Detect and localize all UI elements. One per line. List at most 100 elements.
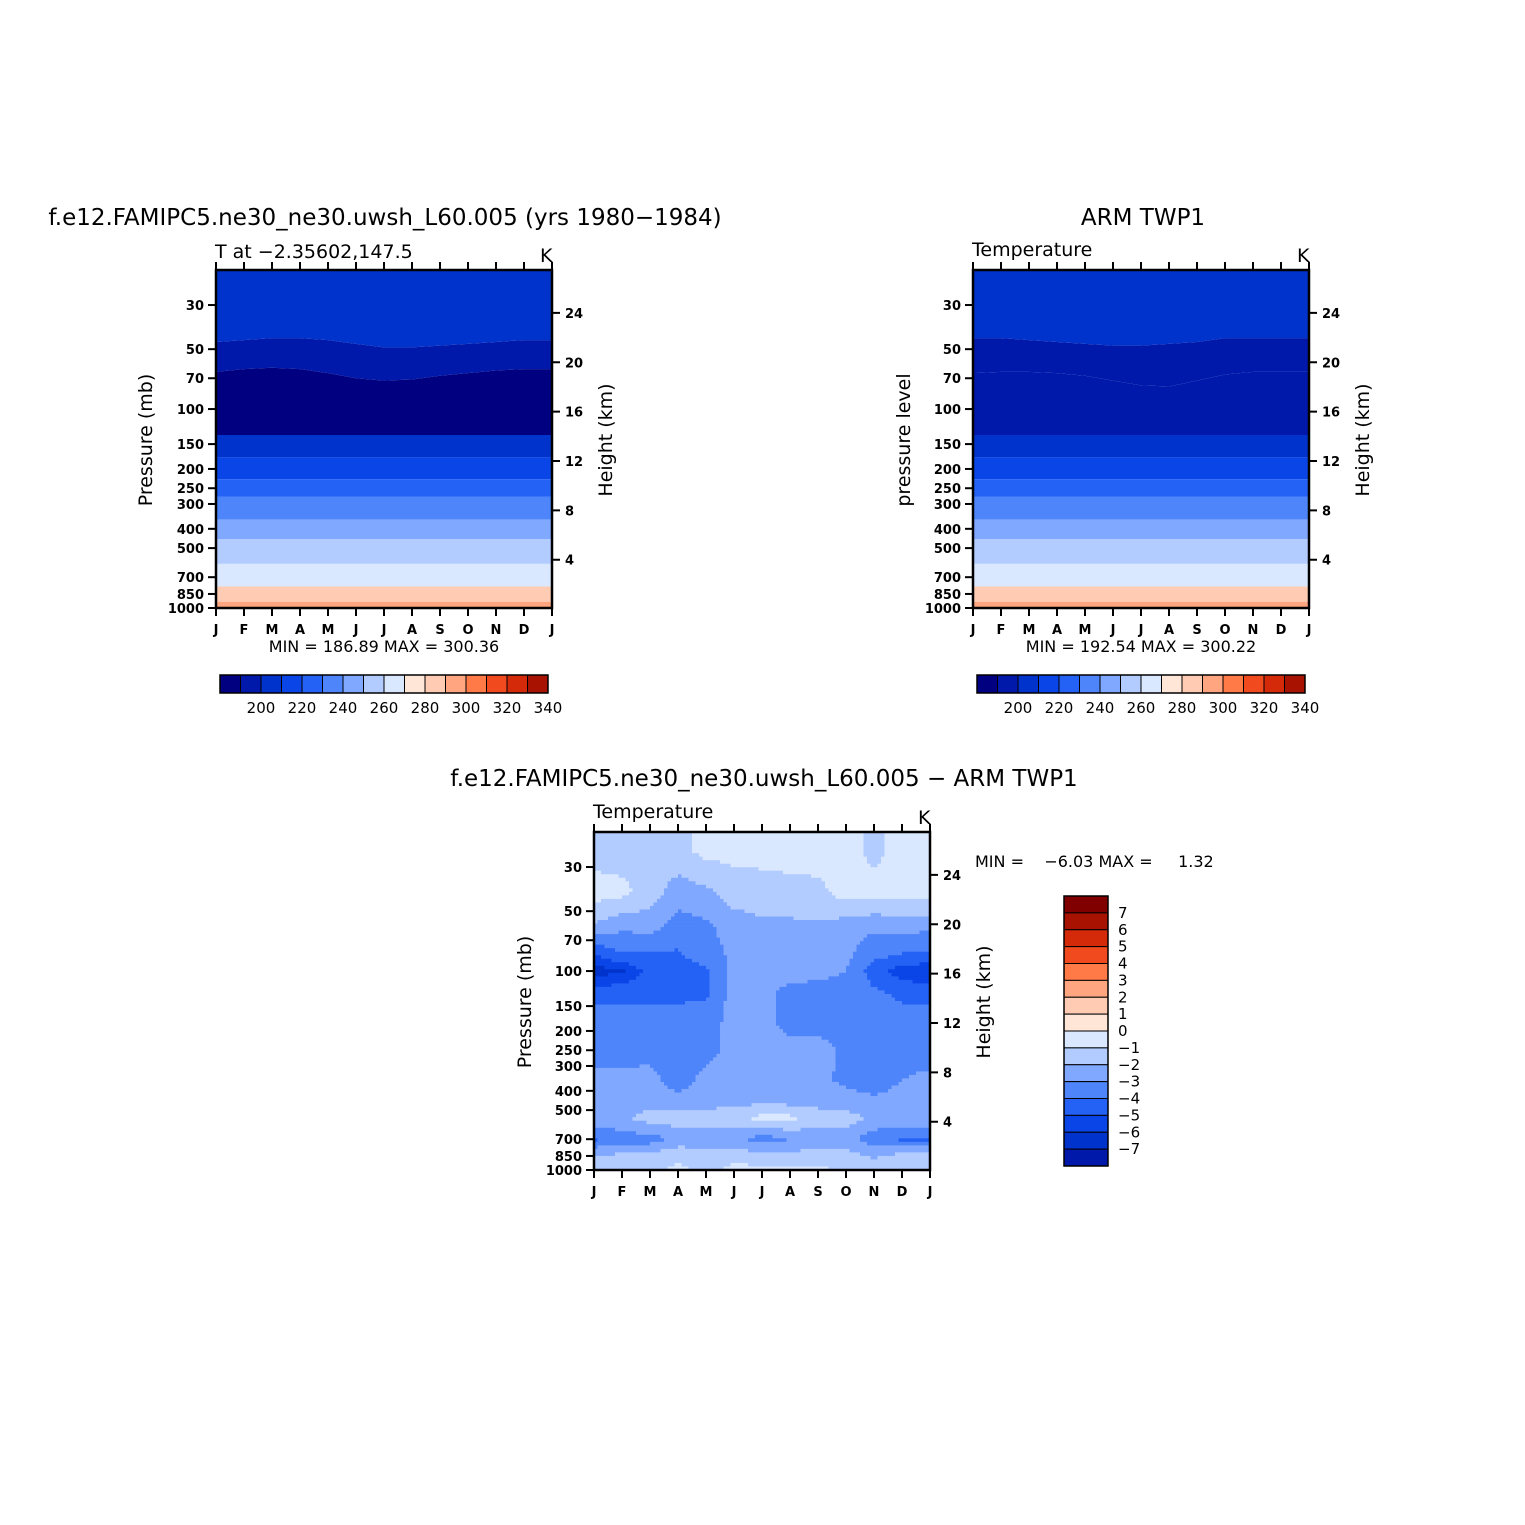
obs-xtick-label: J <box>1110 623 1116 638</box>
model-contour-band <box>216 434 552 458</box>
diff-contour-cell <box>657 1071 700 1076</box>
diff-ytick-label: 700 <box>555 1133 582 1148</box>
model-ytick-label: 850 <box>177 588 204 603</box>
diff-contour-cell <box>664 1138 749 1143</box>
diff-contour-cell <box>594 1159 930 1164</box>
diff-contour-cell <box>594 842 693 847</box>
obs-colorbar-frame <box>976 674 1306 694</box>
diff-contour-cell <box>664 923 714 928</box>
diff-contour-cell <box>863 1117 930 1122</box>
diff-contour-cell <box>828 1039 930 1044</box>
obs-colorbar-label: 340 <box>1291 699 1320 717</box>
diff-contour-cell <box>594 891 630 896</box>
diff-contour-cell <box>594 927 662 932</box>
diff-contour-cell <box>863 835 886 840</box>
diff-ytick-label: 250 <box>555 1044 582 1059</box>
diff-contour-cell <box>639 972 711 977</box>
diff-contour-cell <box>723 948 858 953</box>
obs-colorbar-swatch <box>1140 674 1162 694</box>
diff-contour-cell <box>594 1039 721 1044</box>
diff-contour-cell <box>898 976 930 981</box>
diff-contour-cell <box>615 1127 784 1132</box>
diff-contour-cell <box>594 965 606 970</box>
diff-contour-cell <box>594 867 760 872</box>
diff-contour-cell <box>594 1071 658 1076</box>
model-contour-band <box>216 601 552 608</box>
diff-xtick-label: J <box>927 1185 933 1200</box>
obs-colorbar-swatch <box>976 674 998 694</box>
diff-contour-cell <box>723 1015 777 1020</box>
diff-contour-cell <box>611 958 693 963</box>
model-xtick-label: A <box>295 623 305 638</box>
diff-contour-cell <box>709 969 728 974</box>
diff-xtick-label: A <box>785 1185 795 1200</box>
diff-contour-cell <box>797 1117 865 1122</box>
model-colorbar-swatch <box>527 674 549 694</box>
diff-contour-cell <box>678 1145 686 1150</box>
model-ylabel: Pressure (mb) <box>135 374 157 507</box>
diff-contour-cell <box>643 969 711 974</box>
diff-contour-cell <box>674 1089 683 1094</box>
diff-contour-cell <box>870 979 914 984</box>
model-contour-band <box>216 479 552 497</box>
diff-contour-cell <box>790 1113 861 1118</box>
obs-contour-band <box>973 434 1309 458</box>
diff-contour-cell <box>594 1148 662 1153</box>
diff-contour-cell <box>594 1057 714 1062</box>
diff-colorbar-label: 2 <box>1118 988 1128 1006</box>
obs-xtick-label: J <box>970 623 976 638</box>
diff-contour-cell <box>692 832 865 837</box>
obs-colorbar-label: 280 <box>1168 699 1197 717</box>
diff-contour-cell <box>849 962 872 967</box>
diff-contour-cell <box>748 1148 802 1153</box>
diff-contour-cell <box>632 1117 753 1122</box>
diff-contour-cell <box>664 891 718 896</box>
diff-contour-cell <box>758 867 930 872</box>
obs-ytick-label: 1000 <box>925 602 961 617</box>
diff-contour-cell <box>870 962 921 967</box>
model-xtick-label: J <box>549 623 555 638</box>
diff-contour-cell <box>594 874 620 879</box>
diff-contour-cell <box>594 1099 930 1104</box>
diff-contour-cell <box>877 1127 930 1132</box>
diff-contour-cell <box>674 1162 683 1168</box>
diff-contour-cell <box>744 909 930 914</box>
diff-contour-cell <box>615 948 676 953</box>
obs-contour-band <box>973 586 1309 602</box>
diff-contour-cell <box>863 937 930 942</box>
diff-contour-cell <box>723 898 930 904</box>
diff-contour-cell <box>860 941 930 946</box>
diff-contour-cell <box>863 969 889 974</box>
model-colorbar-swatch <box>404 674 426 694</box>
obs-ytick-label: 200 <box>934 463 961 478</box>
obs-xtick-label: S <box>1192 623 1201 638</box>
diff-contour-cell <box>594 993 711 999</box>
diff-contour-cell <box>727 965 847 970</box>
diff-contour-cell <box>594 937 721 942</box>
model-ytick-label: 300 <box>177 498 204 513</box>
diff-contour-cell <box>860 1134 930 1139</box>
diff-contour-cell <box>807 979 872 984</box>
diff-contour-cell <box>779 1025 930 1030</box>
obs-xtick-label: O <box>1219 623 1230 638</box>
diff-contour-cell <box>727 976 830 981</box>
diff-contour-cell <box>898 1081 930 1087</box>
diff-contour-cell <box>884 832 930 837</box>
model-colorbar-swatch <box>445 674 467 694</box>
model-xtick-label: J <box>213 623 219 638</box>
diff-contour-cell <box>681 874 812 879</box>
obs-xtick-label: M <box>1023 623 1036 638</box>
diff-contour-cell <box>835 1060 930 1065</box>
diff-contour-cell <box>639 1064 651 1069</box>
diff-contour-cell <box>730 905 930 911</box>
diff-contour-cell <box>863 846 886 851</box>
obs-colorbar-label: 300 <box>1209 699 1238 717</box>
diff-contour-cell <box>594 997 707 1002</box>
diff-contour-cell <box>664 888 714 893</box>
diff-contour-cell <box>594 832 693 837</box>
diff-ytick-label: 50 <box>564 905 582 920</box>
diff-contour-cell <box>776 1008 930 1013</box>
diff-xtick-label: D <box>897 1185 908 1200</box>
